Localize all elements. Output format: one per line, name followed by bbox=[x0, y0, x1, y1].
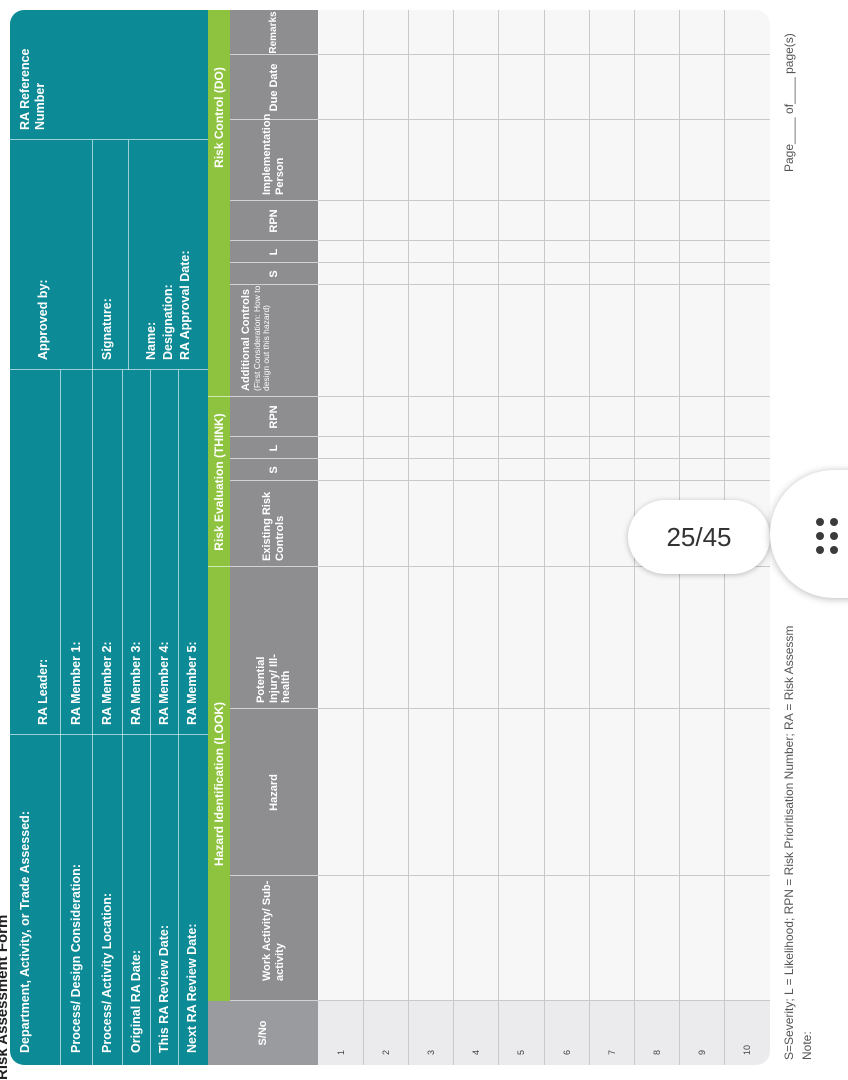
col-additional-sub: (First Consideration: How to design out … bbox=[251, 285, 272, 391]
note-label: Note: bbox=[800, 1031, 814, 1060]
row-number: 2 bbox=[381, 1049, 391, 1055]
grid-dots-icon bbox=[816, 518, 844, 558]
row-number: 1 bbox=[336, 1049, 346, 1055]
col-existing-controls: Existing Risk Controls bbox=[261, 491, 286, 561]
band-think: Risk Evaluation (THINK) bbox=[212, 413, 226, 551]
col-hazard: Hazard bbox=[267, 774, 280, 811]
this-review-date-label: This RA Review Date: bbox=[157, 924, 171, 1053]
designation-label: Designation: bbox=[161, 284, 175, 360]
next-review-date-label: Next RA Review Date: bbox=[185, 923, 199, 1053]
ra-member-2-label: RA Member 2: bbox=[100, 641, 114, 725]
original-ra-date-label: Original RA Date: bbox=[129, 949, 143, 1053]
col-s-think: S bbox=[267, 466, 280, 474]
row-number: 7 bbox=[607, 1049, 617, 1055]
approval-date-label: RA Approval Date: bbox=[178, 250, 192, 360]
col-rpn-do: RPN bbox=[267, 209, 280, 233]
row-number: 8 bbox=[652, 1049, 662, 1055]
col-rpn-think: RPN bbox=[267, 405, 280, 429]
col-s-do: S bbox=[267, 270, 280, 278]
row-number: 4 bbox=[471, 1049, 481, 1055]
col-work-activity: Work Activity/ Sub-activity bbox=[261, 880, 286, 981]
ra-member-1-label: RA Member 1: bbox=[69, 641, 83, 725]
col-additional-title: Additional Controls bbox=[240, 288, 252, 391]
row-number: 10 bbox=[742, 1044, 752, 1055]
col-due-date: Due Date bbox=[267, 63, 280, 112]
process-design-label: Process/ Design Consideration: bbox=[69, 864, 83, 1053]
col-additional-controls: Additional Controls (First Consideration… bbox=[230, 285, 318, 397]
ra-member-5-label: RA Member 5: bbox=[185, 641, 199, 725]
ra-member-3-label: RA Member 3: bbox=[129, 641, 143, 725]
col-l-think: L bbox=[267, 444, 280, 452]
col-l-do: L bbox=[267, 248, 280, 256]
signature-label: Signature: bbox=[100, 298, 114, 360]
department-label: Department, Activity, or Trade Assessed: bbox=[18, 811, 32, 1053]
row-number: 9 bbox=[697, 1049, 707, 1055]
menu-button[interactable] bbox=[770, 470, 848, 598]
reference-number-label: RA Reference Number bbox=[18, 48, 47, 130]
row-number: 6 bbox=[562, 1049, 572, 1055]
row-number: 3 bbox=[426, 1049, 436, 1055]
page-indicator: 25/45 bbox=[628, 500, 770, 574]
col-sno: S/No bbox=[256, 1020, 269, 1046]
ra-member-4-label: RA Member 4: bbox=[157, 641, 171, 725]
legend-footnote: S=Severity; L = Likelihood; RPN = Risk P… bbox=[782, 625, 796, 1060]
name-label: Name: bbox=[144, 321, 158, 360]
row-number: 5 bbox=[516, 1049, 526, 1055]
col-potential-injury: Potential Injury/ Ill-health bbox=[255, 654, 293, 703]
band-do: Risk Control (DO) bbox=[212, 67, 226, 168]
ra-leader-label: RA Leader: bbox=[36, 658, 50, 725]
page-count-text: Page____ of____ page(s) bbox=[782, 33, 796, 172]
col-remarks: Remarks bbox=[268, 11, 280, 54]
approved-by-label: Approved by: bbox=[36, 279, 50, 360]
col-implementation-person: Implementation Person bbox=[261, 113, 286, 195]
process-location-label: Process/ Activity Location: bbox=[100, 893, 114, 1053]
band-look: Hazard Identification (LOOK) bbox=[212, 702, 226, 867]
